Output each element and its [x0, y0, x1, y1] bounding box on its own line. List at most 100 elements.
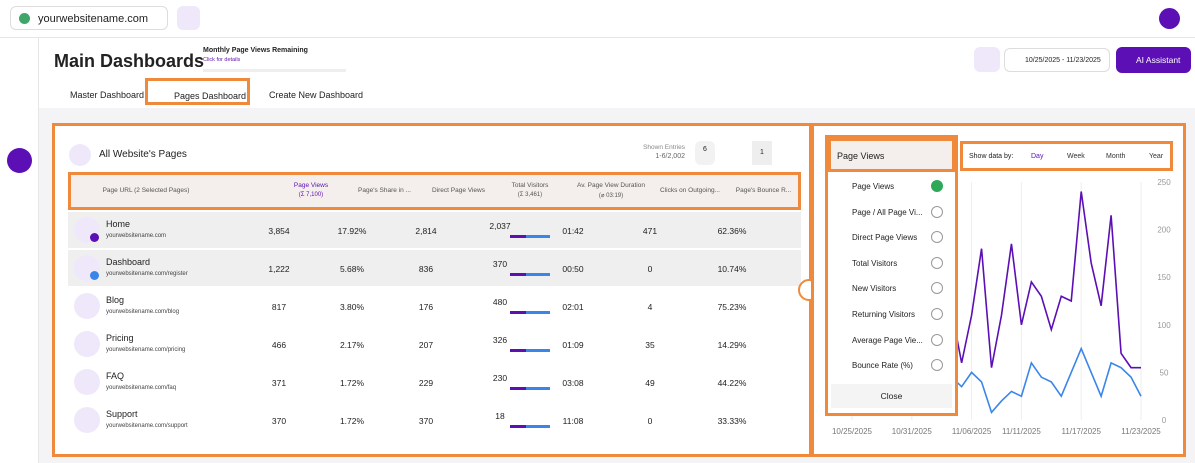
table-row[interactable]: Dashboardyourwebsitename.com/register1,2… [68, 250, 801, 286]
period-option[interactable]: Month [1106, 153, 1125, 160]
row-icon [74, 369, 100, 395]
table-cell: 370 [386, 416, 466, 426]
column-header[interactable]: Direct Page Views [421, 187, 496, 194]
column-header[interactable]: Total Visitors [495, 182, 565, 189]
metric-radio[interactable] [931, 308, 943, 320]
table-cell: 44.22% [692, 378, 772, 388]
table-cell: 1,222 [239, 264, 319, 274]
period-option[interactable]: Year [1149, 153, 1163, 160]
visitors-bar [510, 273, 550, 276]
tab[interactable]: Create New Dashboard [269, 90, 363, 100]
period-selector: Show data by: Day Week Month Year [960, 141, 1173, 171]
page-title: Main Dashboards [54, 51, 204, 72]
page-name: Blog [106, 295, 124, 305]
metric-radio[interactable] [931, 180, 943, 192]
metric-option[interactable]: Direct Page Views [852, 233, 917, 242]
metric-option[interactable]: Returning Visitors [852, 310, 915, 319]
metric-radio[interactable] [931, 334, 943, 346]
row-icon [74, 293, 100, 319]
entries-label: Shown Entries [635, 144, 685, 151]
y-tick-label: 100 [1157, 321, 1171, 330]
page-url: yourwebsitename.com/faq [106, 385, 176, 391]
table-cell: 371 [239, 378, 319, 388]
row-dot [90, 233, 99, 242]
column-header[interactable]: Page's Bounce R... [726, 187, 801, 194]
table-row[interactable]: Blogyourwebsitename.com/blog8173.80%1764… [68, 288, 801, 324]
table-row[interactable]: Homeyourwebsitename.com3,85417.92%2,8142… [68, 212, 801, 248]
refresh-button[interactable] [974, 47, 1000, 72]
x-tick-label: 11/11/2025 [1002, 427, 1041, 436]
page-url: yourwebsitename.com/register [106, 271, 188, 277]
date-range[interactable]: 10/25/2025 - 11/23/2025 [1004, 48, 1110, 72]
tab[interactable]: Master Dashboard [70, 90, 144, 100]
metric-radio[interactable] [931, 231, 943, 243]
chart-panel: 05010015020025010/25/202510/31/202511/06… [811, 123, 1186, 457]
sidebar-active-item[interactable] [7, 148, 32, 173]
y-tick-label: 0 [1162, 416, 1167, 425]
column-header[interactable]: Av. Page View Duration [571, 182, 651, 189]
metric-option[interactable]: Bounce Rate (%) [852, 361, 913, 370]
table-cell: 471 [610, 226, 690, 236]
period-option[interactable]: Day [1031, 153, 1043, 160]
site-selector[interactable]: yourwebsitename.com [10, 6, 168, 30]
dropdown-header[interactable]: Page Views [828, 138, 955, 172]
column-header[interactable]: Clicks on Outgoing... [651, 187, 729, 194]
table-cell: 836 [386, 264, 466, 274]
table-row[interactable]: Pricingyourwebsitename.com/pricing4662.1… [68, 326, 801, 362]
open-site-button[interactable] [177, 6, 200, 30]
visitors-bar [510, 349, 550, 352]
close-button[interactable]: Close [831, 384, 952, 408]
site-icon [19, 13, 30, 24]
table-cell: 370 [460, 259, 540, 269]
table-cell: 14.29% [692, 340, 772, 350]
column-header[interactable]: Page's Share in ... [347, 187, 422, 194]
metric-radio[interactable] [931, 257, 943, 269]
x-tick-label: 10/25/2025 [832, 427, 873, 436]
table-row[interactable]: Supportyourwebsitename.com/support3701.7… [68, 402, 801, 438]
table-cell: 18 [460, 411, 540, 421]
table-row[interactable]: FAQyourwebsitename.com/faq3711.72%229230… [68, 364, 801, 400]
quota-link[interactable]: Click for details [203, 57, 240, 63]
x-tick-label: 11/23/2025 [1121, 427, 1161, 436]
visitors-bar [510, 387, 550, 390]
column-subheader: (Σ 7,100) [281, 192, 341, 198]
metric-option[interactable]: Total Visitors [852, 259, 897, 268]
visitors-bar [510, 235, 550, 238]
metric-option[interactable]: Page Views [852, 182, 894, 191]
page-name: Home [106, 219, 130, 229]
avatar[interactable] [1159, 8, 1180, 29]
page-url: yourwebsitename.com/support [106, 423, 188, 429]
period-option[interactable]: Week [1067, 153, 1085, 160]
page-size[interactable]: 6 [695, 141, 715, 165]
metric-option[interactable]: New Visitors [852, 284, 896, 293]
ai-button[interactable]: AI Assistant [1116, 47, 1191, 73]
table-cell: 207 [386, 340, 466, 350]
page-name: FAQ [106, 371, 124, 381]
table-cell: 0 [610, 264, 690, 274]
table-cell: 3,854 [239, 226, 319, 236]
y-tick-label: 250 [1157, 178, 1171, 187]
metric-radio[interactable] [931, 206, 943, 218]
tab-active[interactable]: Pages Dashboard [145, 78, 250, 105]
header: Main Dashboards Monthly Page Views Remai… [39, 38, 1195, 108]
page-name: Pricing [106, 333, 134, 343]
metric-option[interactable]: Page / All Page Vi... [852, 208, 923, 217]
table-cell: 35 [610, 340, 690, 350]
metric-dropdown: Page Views Page Views Page / All Page Vi.… [825, 135, 958, 416]
column-header[interactable]: Page URL (2 Selected Pages) [91, 187, 201, 194]
x-tick-label: 10/31/2025 [892, 427, 933, 436]
visitors-bar [510, 311, 550, 314]
table-cell: 2,037 [460, 221, 540, 231]
y-tick-label: 50 [1160, 368, 1169, 377]
column-subheader: (Σ 3,461) [495, 192, 565, 198]
metric-radio[interactable] [931, 282, 943, 294]
x-tick-label: 11/17/2025 [1061, 427, 1101, 436]
table-cell: 1.72% [312, 416, 392, 426]
metric-radio[interactable] [931, 359, 943, 371]
metric-option[interactable]: Average Page Vie... [852, 336, 923, 345]
column-header[interactable]: Page Views [281, 182, 341, 189]
period-label: Show data by: [969, 153, 1013, 160]
y-tick-label: 200 [1157, 226, 1171, 235]
row-icon [74, 331, 100, 357]
page-number[interactable]: 1 [752, 141, 772, 165]
